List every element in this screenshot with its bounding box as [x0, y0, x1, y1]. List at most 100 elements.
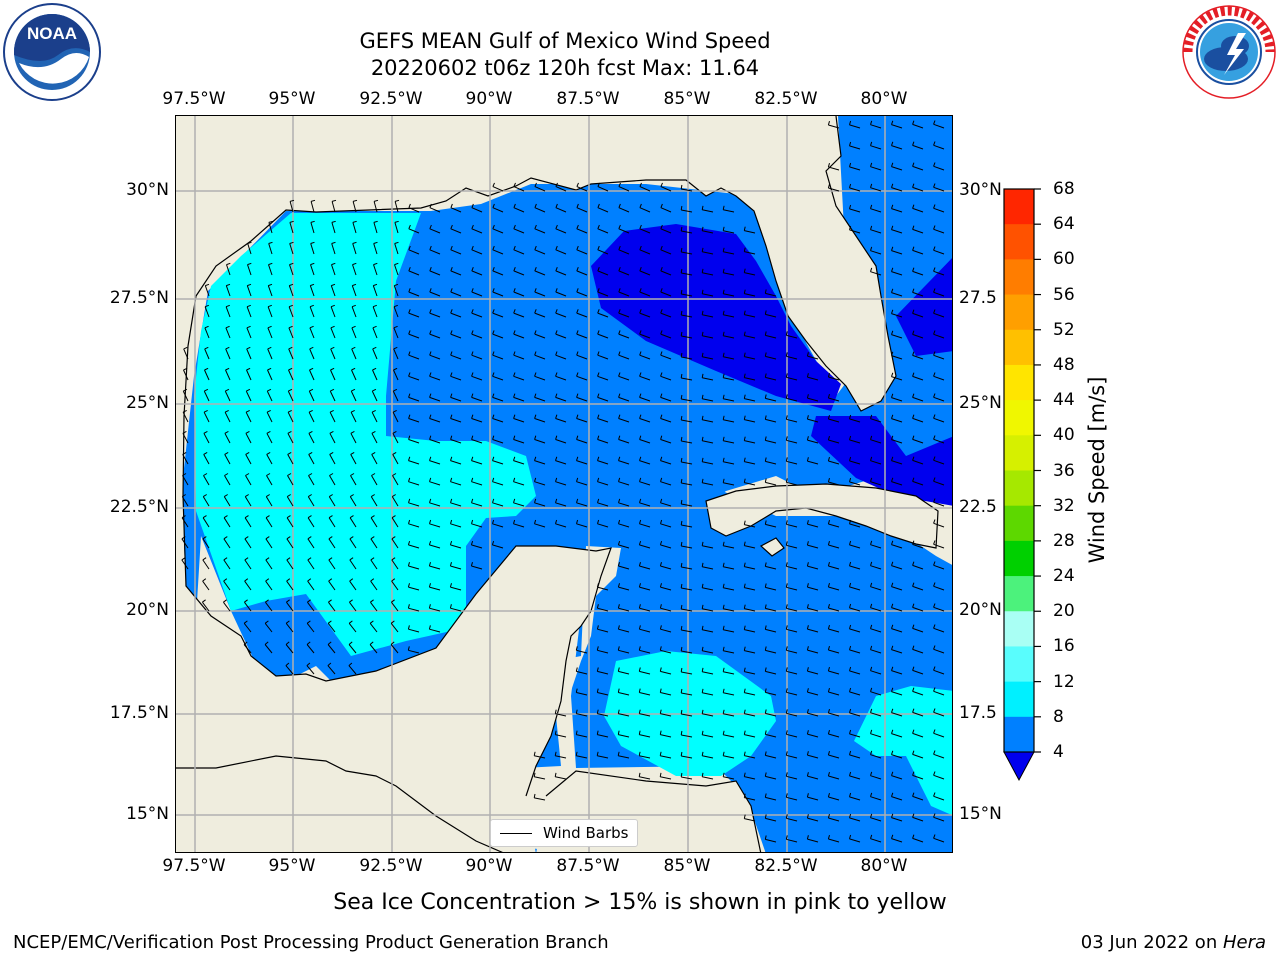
- wind-barb: [723, 692, 735, 696]
- wind-barb-flag: [806, 814, 809, 819]
- wind-barb: [681, 503, 693, 507]
- colorbar-bin: [1004, 224, 1034, 260]
- wind-barb: [534, 312, 546, 318]
- wind-barb: [660, 207, 672, 213]
- wind-barb: [264, 622, 273, 633]
- wind-barb-flag: [659, 625, 662, 630]
- wind-barb: [786, 355, 798, 360]
- wind-barb-flag: [309, 325, 314, 329]
- wind-barb-flag: [806, 415, 809, 420]
- wind-barb: [891, 670, 903, 675]
- wind-barb-flag: [912, 120, 915, 125]
- wind-barb: [828, 397, 840, 402]
- wind-barb: [348, 665, 357, 675]
- lat-label-left: 17.5°N: [109, 703, 169, 723]
- wind-barb-flag: [639, 435, 642, 440]
- wind-barb: [618, 186, 630, 192]
- wind-barb: [576, 291, 588, 297]
- wind-barb: [266, 454, 273, 465]
- wind-barb-flag: [408, 330, 411, 335]
- wind-barb: [391, 559, 399, 570]
- wind-barb: [534, 776, 546, 780]
- wind-barb: [786, 544, 798, 549]
- wind-barb: [223, 559, 231, 570]
- wind-barb-flag: [933, 183, 936, 188]
- wind-barb-flag: [429, 288, 432, 293]
- wind-barb-flag: [407, 562, 410, 567]
- wind-barb: [828, 838, 840, 843]
- wind-barb: [891, 691, 903, 696]
- wind-barb-flag: [246, 367, 251, 371]
- wind-barb-flag: [534, 414, 537, 419]
- wind-barb: [225, 348, 231, 360]
- wind-barb: [723, 335, 735, 339]
- wind-barb: [307, 580, 315, 591]
- wind-barb: [513, 354, 525, 360]
- wind-barb-flag: [785, 394, 788, 399]
- wind-barb-flag: [224, 473, 229, 476]
- wind-barb: [744, 335, 756, 339]
- wind-barb-flag: [639, 477, 642, 482]
- wind-barb-flag: [912, 645, 915, 650]
- wind-barb: [891, 229, 903, 234]
- wind-barb-flag: [722, 604, 725, 609]
- wind-barb: [555, 418, 567, 423]
- wind-barb: [202, 538, 210, 549]
- wind-barb-flag: [849, 624, 852, 630]
- wind-barb-flag: [450, 267, 453, 272]
- wind-barb: [765, 460, 777, 465]
- wind-barb-flag: [204, 388, 209, 392]
- wind-barb: [660, 354, 672, 360]
- wind-barb-flag: [912, 309, 915, 314]
- wind-barb-flag: [513, 435, 516, 440]
- wind-barb: [849, 649, 861, 654]
- wind-barb-flag: [555, 245, 558, 250]
- wind-barb: [807, 607, 819, 612]
- wind-barb-flag: [659, 730, 662, 735]
- wind-barb: [513, 249, 525, 255]
- wind-barb-flag: [659, 772, 662, 777]
- wind-barb-flag: [492, 351, 495, 356]
- wind-barb-flag: [912, 687, 915, 692]
- wind-barb: [912, 795, 924, 801]
- wind-barb-flag: [722, 247, 725, 252]
- wind-barb-flag: [555, 203, 558, 208]
- wind-barb-flag: [618, 224, 621, 229]
- wind-barb: [744, 419, 756, 423]
- us-gulf-coast: [176, 116, 896, 546]
- wind-barb-flag: [471, 519, 474, 524]
- wind-barb: [660, 186, 672, 192]
- wind-barb-flag: [428, 583, 431, 588]
- wind-barb-flag: [660, 330, 663, 335]
- wind-barb-flag: [806, 772, 809, 777]
- wind-barb-flag: [597, 182, 600, 187]
- wind-barb-flag: [265, 557, 270, 561]
- wind-barb: [555, 396, 567, 402]
- wind-barb-flag: [764, 835, 767, 840]
- wind-barb-flag: [785, 688, 788, 693]
- wind-barb: [308, 390, 315, 402]
- wind-barb-flag: [554, 730, 557, 735]
- wind-barb: [306, 644, 315, 654]
- wind-barb-flag: [408, 372, 411, 377]
- wind-barb-flag: [933, 687, 936, 692]
- wind-barb: [246, 327, 252, 339]
- wind-barb: [471, 502, 483, 507]
- wind-barb-flag: [328, 515, 333, 519]
- wind-barb: [286, 538, 294, 549]
- wind-barb-flag: [849, 771, 852, 777]
- wind-barb-flag: [680, 541, 683, 547]
- wind-barb: [287, 433, 294, 444]
- wind-barb: [429, 523, 441, 528]
- wind-barb-flag: [534, 435, 537, 440]
- wind-barb: [307, 517, 315, 528]
- wind-barb-flag: [307, 515, 312, 519]
- wind-barb: [204, 285, 210, 297]
- wind-barb: [849, 187, 861, 192]
- wind-barb: [723, 566, 735, 570]
- wind-barb-flag: [764, 310, 767, 315]
- wind-barb: [471, 249, 483, 255]
- wind-barb: [681, 566, 693, 570]
- map-panel[interactable]: Wind Barbs: [175, 115, 953, 853]
- wind-barb-flag: [471, 309, 474, 314]
